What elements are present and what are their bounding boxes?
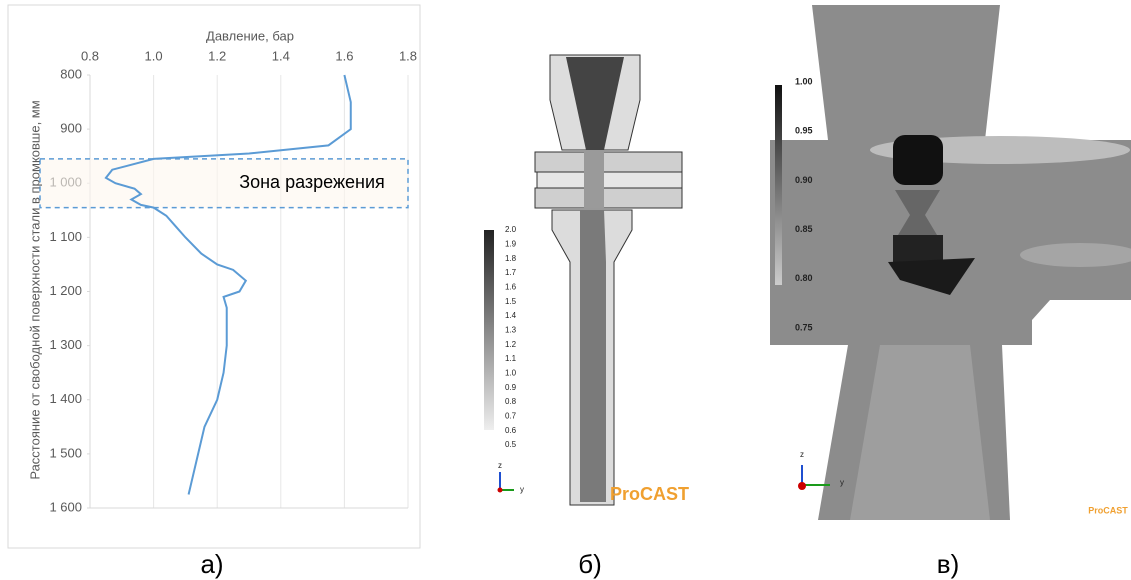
scale-labels: 2.0 1.9 1.8 1.7 1.6 1.5 1.4 1.3 1.2 1.1 1.0 0.9 0.8 0… <box>505 225 517 449</box>
y-tick-label: 800 <box>60 66 82 81</box>
scale-label: 2.0 <box>505 225 517 234</box>
scale-label: 1.6 <box>505 282 517 291</box>
panel-label: в) <box>937 549 959 579</box>
y-tick-label: 1 500 <box>49 445 82 460</box>
scale-label: 1.1 <box>505 354 517 363</box>
axis-z: z <box>498 461 502 470</box>
simulation-b <box>484 55 682 505</box>
scale-label: 0.8 <box>505 397 517 406</box>
scale-label: 1.9 <box>505 239 517 248</box>
scale-label: 1.00 <box>795 76 813 86</box>
x-tick-label: 1.8 <box>399 48 417 63</box>
scale-label: 0.6 <box>505 426 517 435</box>
x-tick-label: 1.2 <box>208 48 226 63</box>
scale-label: 1.8 <box>505 254 517 263</box>
y-tick-label: 1 200 <box>49 283 82 298</box>
brand: ProCAST <box>610 484 689 504</box>
scale-label: 1.3 <box>505 325 517 334</box>
brand: ProCAST <box>1088 505 1128 515</box>
scale-label: 0.5 <box>505 440 517 449</box>
scale-label: 0.7 <box>505 411 517 420</box>
scale-label: 1.4 <box>505 311 517 320</box>
scale-label: 0.90 <box>795 175 813 185</box>
scale-label: 1.0 <box>505 368 517 377</box>
x-tick-label: 1.4 <box>272 48 290 63</box>
simulation-c <box>770 5 1131 520</box>
y-tick-label: 1 400 <box>49 391 82 406</box>
chart-frame <box>8 5 420 548</box>
axis-y: y <box>840 478 844 487</box>
y-tick-label: 900 <box>60 121 82 136</box>
scale-label: 0.80 <box>795 273 813 283</box>
annotation: Зона разрежения <box>239 172 385 192</box>
panel-label: а) <box>200 549 223 579</box>
axis-y: y <box>520 485 524 494</box>
color-scale <box>775 85 782 285</box>
y-tick-label: 1 300 <box>49 337 82 352</box>
figure: 0.81.01.21.41.61.88009001 0001 1001 2001… <box>0 0 1131 580</box>
x-tick-label: 0.8 <box>81 48 99 63</box>
panel-label: б) <box>578 549 602 579</box>
scale-label: 1.5 <box>505 297 517 306</box>
x-tick-label: 1.6 <box>335 48 353 63</box>
scale-label: 0.9 <box>505 383 517 392</box>
y-tick-label: 1 100 <box>49 229 82 244</box>
color-scale <box>484 230 494 430</box>
y-tick-label: 1 600 <box>49 499 82 514</box>
scale-label: 0.75 <box>795 322 813 332</box>
scale-label: 1.7 <box>505 268 517 277</box>
axis-z: z <box>800 450 804 459</box>
scale-label: 1.2 <box>505 340 517 349</box>
y-axis-title: Расстояние от свободной поверхности стал… <box>27 100 42 479</box>
scale-label: 0.95 <box>795 126 813 136</box>
x-axis-title: Давление, бар <box>206 28 294 43</box>
x-tick-label: 1.0 <box>145 48 163 63</box>
scale-label: 0.85 <box>795 224 813 234</box>
